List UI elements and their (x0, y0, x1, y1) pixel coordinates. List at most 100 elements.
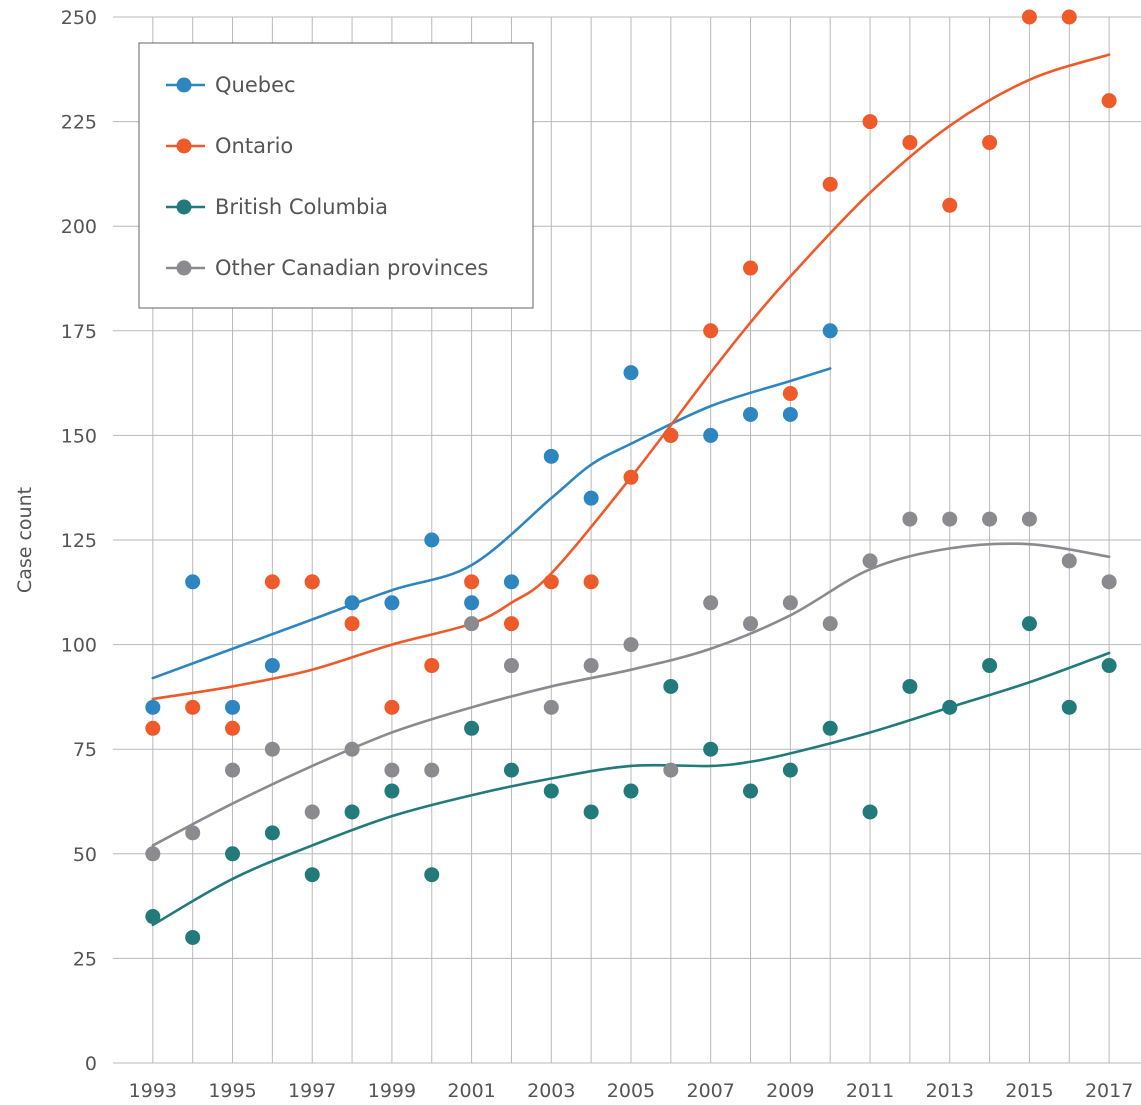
data-point (503, 762, 519, 778)
data-point (942, 197, 958, 213)
data-point (1061, 699, 1077, 715)
data-point (384, 762, 400, 778)
data-point (862, 114, 878, 130)
data-point (185, 574, 201, 590)
legend-label: Ontario (215, 134, 293, 158)
y-tick-label: 25 (73, 948, 97, 970)
y-tick-label: 125 (61, 530, 97, 552)
data-point (1021, 9, 1037, 25)
y-tick-label: 150 (61, 425, 97, 447)
x-tick-label: 2007 (686, 1080, 734, 1102)
data-point (145, 846, 161, 862)
data-point (623, 365, 639, 381)
data-point (384, 595, 400, 611)
data-point (862, 553, 878, 569)
data-point (743, 406, 759, 422)
data-point (225, 699, 241, 715)
data-point (663, 427, 679, 443)
data-point (623, 469, 639, 485)
data-point (344, 616, 360, 632)
data-point (424, 532, 440, 548)
data-point (583, 658, 599, 674)
data-point (503, 616, 519, 632)
data-point (264, 658, 280, 674)
data-point (424, 658, 440, 674)
data-point (424, 867, 440, 883)
y-tick-label: 200 (61, 216, 97, 238)
legend: Quebec Ontario British Columbia Other Canad… (138, 42, 534, 309)
x-tick-label: 1999 (368, 1080, 416, 1102)
x-tick-label: 2001 (447, 1080, 495, 1102)
data-point (464, 595, 480, 611)
y-tick-label: 225 (61, 112, 97, 134)
data-point (1061, 9, 1077, 25)
data-point (822, 720, 838, 736)
data-point (583, 574, 599, 590)
data-point (782, 386, 798, 402)
data-point (145, 909, 161, 925)
x-tick-label: 2005 (607, 1080, 655, 1102)
y-tick-label: 250 (61, 7, 97, 29)
trend-line (151, 53, 1111, 701)
data-point (822, 616, 838, 632)
data-point (743, 616, 759, 632)
data-point (623, 637, 639, 653)
legend-marker (176, 199, 192, 215)
data-point (1021, 616, 1037, 632)
data-point (464, 720, 480, 736)
data-point (902, 678, 918, 694)
data-point (264, 574, 280, 590)
data-point (225, 720, 241, 736)
legend-label: British Columbia (215, 195, 388, 219)
legend-label: Other Canadian provinces (215, 256, 488, 280)
data-point (743, 260, 759, 276)
y-axis-title: Case count (14, 487, 36, 593)
data-point (304, 804, 320, 820)
data-point (1101, 574, 1117, 590)
y-tick-label: 75 (73, 739, 97, 761)
data-point (942, 511, 958, 527)
trend-line (151, 367, 832, 680)
data-point (543, 699, 559, 715)
data-point (464, 616, 480, 632)
x-tick-label: 1993 (129, 1080, 177, 1102)
data-point (663, 762, 679, 778)
data-point (663, 678, 679, 694)
y-tick-label: 175 (61, 321, 97, 343)
x-tick-label: 2017 (1085, 1080, 1133, 1102)
data-point (782, 406, 798, 422)
data-point (384, 783, 400, 799)
data-point (1021, 511, 1037, 527)
data-point (1101, 658, 1117, 674)
data-point (344, 595, 360, 611)
data-point (703, 595, 719, 611)
legend-box (138, 42, 534, 309)
data-point (942, 699, 958, 715)
axes: Case count 0 25 50 75 100 125 150 175 200 225 250 1… (14, 7, 1133, 1102)
data-point (344, 804, 360, 820)
data-point (703, 427, 719, 443)
data-point (862, 804, 878, 820)
data-point (543, 783, 559, 799)
data-point (703, 741, 719, 757)
legend-marker (176, 77, 192, 93)
y-tick-label: 50 (73, 844, 97, 866)
data-point (583, 804, 599, 820)
data-point (982, 658, 998, 674)
data-point (543, 448, 559, 464)
legend-marker (176, 138, 192, 154)
data-point (703, 323, 719, 339)
trend-line (151, 542, 1111, 847)
data-point (782, 762, 798, 778)
data-point (982, 511, 998, 527)
data-point (304, 574, 320, 590)
trend-lines (151, 53, 1111, 927)
data-point (344, 741, 360, 757)
data-point (982, 135, 998, 151)
legend-marker (176, 260, 192, 276)
data-point (902, 135, 918, 151)
x-tick-label: 2003 (527, 1080, 575, 1102)
y-tick-label: 0 (85, 1053, 97, 1075)
